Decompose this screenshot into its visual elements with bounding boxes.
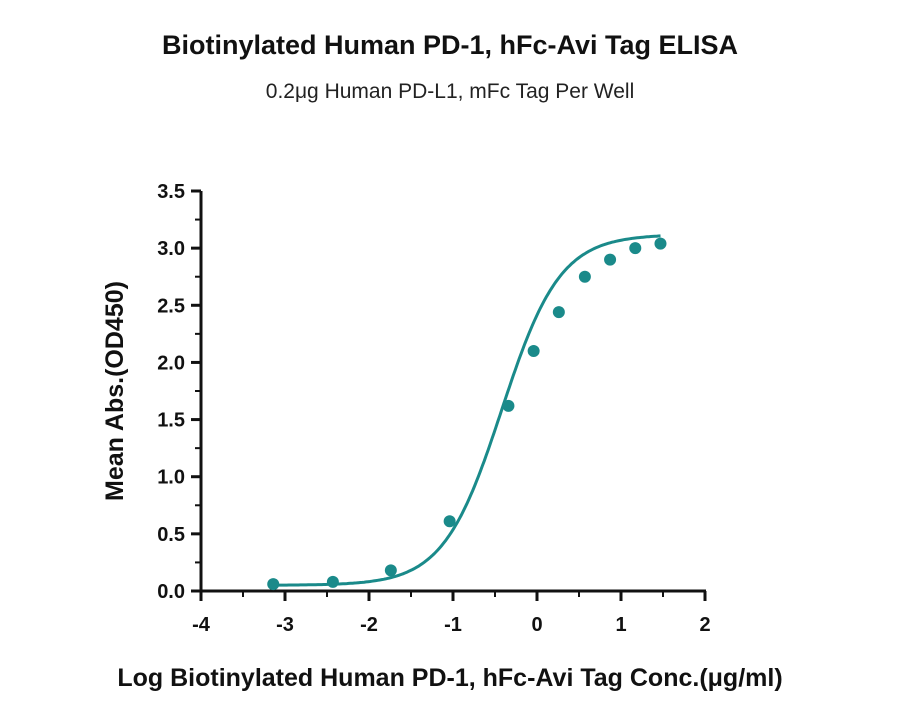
x-tick-label: 1 (615, 614, 626, 636)
data-point (267, 578, 280, 591)
fit-curve (273, 234, 661, 587)
data-point (384, 564, 397, 577)
x-axis-ticks: -4 -3 -2 -1 0 1 2 (192, 591, 711, 636)
y-tick-label: 3.5 (157, 181, 185, 203)
y-tick-label: 2.5 (157, 295, 185, 317)
y-tick-label: 0.5 (157, 524, 185, 546)
chart-title: Biotinylated Human PD-1, hFc-Avi Tag ELI… (161, 30, 739, 60)
data-point (654, 237, 667, 250)
data-point (527, 345, 540, 357)
x-axis-label: Log Biotinylated Human PD-1, hFc-Avi Tag… (117, 664, 782, 692)
data-point (326, 575, 339, 588)
x-tick-label: -4 (192, 614, 211, 636)
data-point (502, 399, 515, 412)
y-tick-label: 2.0 (157, 352, 185, 374)
y-axis-ticks: 0.0 0.5 1.0 1.5 2.0 2.5 3.0 3.5 (157, 181, 201, 603)
y-axis-label: Mean Abs.(OD450) (101, 281, 129, 501)
x-tick-label: 2 (699, 614, 710, 636)
data-point (604, 253, 617, 266)
data-point (629, 242, 642, 255)
y-tick-label: 1.0 (157, 467, 185, 489)
x-tick-label: -3 (276, 614, 294, 636)
x-tick-label: 0 (531, 614, 542, 636)
y-tick-label: 0.0 (157, 581, 185, 603)
x-tick-label: -1 (444, 614, 462, 636)
y-tick-label: 3.0 (157, 238, 185, 260)
data-point (443, 515, 456, 528)
y-tick-label: 1.5 (157, 410, 185, 432)
data-points (267, 237, 667, 591)
data-point (552, 306, 565, 319)
chart-subtitle: 0.2μg Human PD-L1, mFc Tag Per Well (265, 80, 635, 103)
x-tick-label: -2 (360, 614, 378, 636)
data-point (578, 270, 591, 283)
